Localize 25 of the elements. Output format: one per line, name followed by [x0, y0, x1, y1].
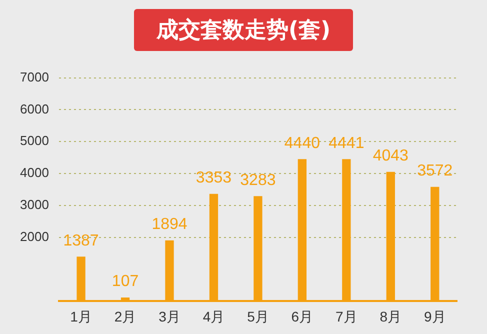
x-tick-label: 7月 — [336, 308, 358, 324]
x-tick-label: 5月 — [247, 308, 269, 324]
x-tick-label: 3月 — [158, 308, 180, 324]
y-tick-label: 2000 — [20, 228, 49, 244]
y-tick-label: 6000 — [20, 101, 49, 116]
x-tick-label: 1月 — [70, 308, 92, 324]
data-label: 1387 — [63, 232, 99, 250]
chart-title: 成交套数走势(套) — [134, 9, 353, 51]
x-tick-label: 8月 — [380, 308, 402, 324]
data-label: 4043 — [372, 148, 409, 165]
x-tick-label: 4月 — [202, 308, 225, 324]
y-tick-label: 3000 — [20, 197, 49, 212]
y-tick-label: 7000 — [20, 69, 49, 84]
data-label: 3353 — [196, 170, 232, 187]
y-tick-label: 5000 — [20, 133, 49, 148]
data-label: 3283 — [240, 172, 276, 189]
data-label: 1894 — [152, 216, 188, 234]
x-tick-label: 9月 — [424, 308, 446, 324]
data-label: 107 — [112, 273, 139, 290]
x-tick-label: 2月 — [114, 308, 136, 324]
data-label: 3572 — [417, 162, 453, 180]
x-tick-label: 6月 — [291, 308, 314, 324]
y-tick-label: 4000 — [20, 165, 49, 180]
data-label: 4440 — [284, 134, 320, 152]
data-label: 4441 — [328, 134, 364, 152]
